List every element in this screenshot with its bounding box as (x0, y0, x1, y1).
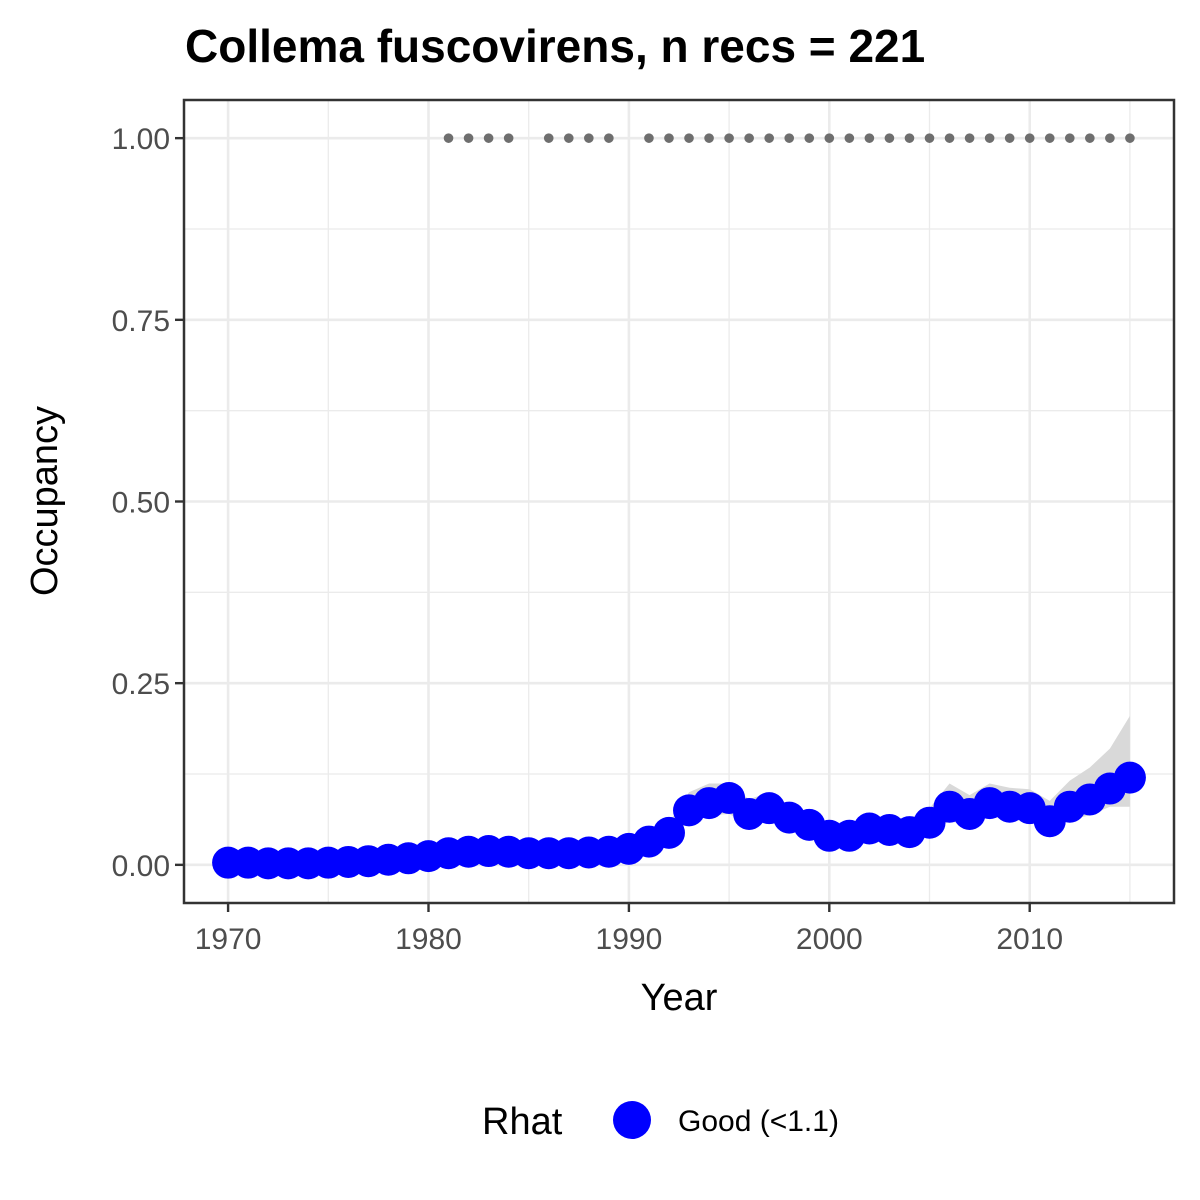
record-dot (584, 133, 594, 143)
record-dot (684, 133, 694, 143)
record-dot (1085, 133, 1095, 143)
record-dot (563, 133, 574, 143)
record-dot (764, 133, 774, 143)
y-tick-label: 0.00 (112, 850, 170, 883)
x-axis: 1970 1980 1990 2000 2010 (195, 903, 1063, 956)
y-axis: 0.00 0.25 0.50 0.75 1.00 (112, 123, 184, 883)
record-dot (724, 133, 734, 143)
record-dot (1004, 133, 1015, 143)
record-dot (463, 133, 474, 143)
x-tick-label: 1990 (596, 923, 663, 956)
record-dot (1064, 133, 1075, 143)
record-dot (924, 133, 935, 143)
x-axis-title: Year (641, 977, 718, 1019)
record-dot (864, 133, 875, 143)
record-dot (804, 133, 815, 143)
record-dot (984, 133, 995, 143)
x-tick-label: 2000 (796, 923, 863, 956)
record-dot (884, 133, 895, 143)
grid-lines (184, 100, 1174, 903)
y-tick-label: 1.00 (112, 123, 170, 156)
occupancy-points (212, 761, 1146, 880)
record-dot (1044, 133, 1055, 143)
legend-key-circle-icon (613, 1101, 651, 1139)
record-dot (744, 133, 754, 143)
record-dot (904, 133, 915, 143)
record-dot (604, 133, 614, 143)
legend-title: Rhat (482, 1101, 563, 1143)
record-dot (844, 133, 855, 143)
record-dot (503, 133, 514, 143)
record-dot (1105, 133, 1115, 143)
x-tick-label: 1970 (195, 923, 262, 956)
record-dot (1024, 133, 1035, 143)
record-dot (644, 133, 654, 143)
chart-title: Collema fuscovirens, n recs = 221 (185, 20, 925, 72)
record-dot (664, 133, 674, 143)
record-dot (964, 133, 975, 143)
record-dots (443, 133, 1135, 143)
record-dot (443, 133, 454, 143)
occupancy-point (1113, 761, 1146, 794)
y-axis-title: Occupancy (24, 406, 66, 596)
x-tick-label: 2010 (996, 923, 1063, 956)
record-dot (704, 133, 714, 143)
y-tick-label: 0.75 (112, 305, 170, 338)
record-dot (483, 133, 494, 143)
record-dot (543, 133, 554, 143)
y-tick-label: 0.50 (112, 487, 170, 520)
record-dot (944, 133, 955, 143)
y-tick-label: 0.25 (112, 668, 170, 701)
record-dot (1125, 133, 1135, 143)
occupancy-point (652, 816, 685, 849)
legend-label: Good (<1.1) (678, 1105, 839, 1138)
record-dot (824, 133, 835, 143)
x-tick-label: 1980 (395, 923, 462, 956)
record-dot (784, 133, 795, 143)
legend: Rhat Good (<1.1) (482, 1101, 839, 1143)
